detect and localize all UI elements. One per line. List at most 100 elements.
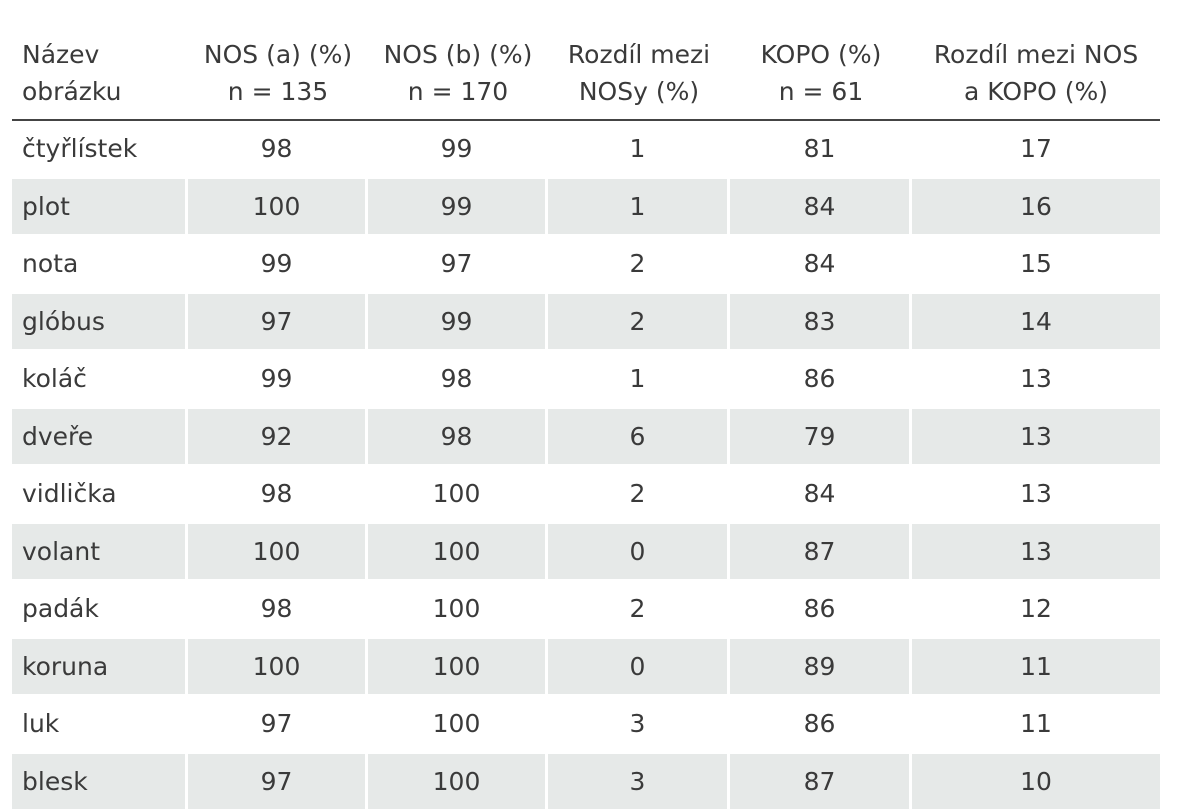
cell-name: padák [12, 581, 188, 637]
results-table: Název obrázku NOS (a) (%) n = 135 NOS (b… [12, 30, 1160, 811]
cell-nos-diff: 2 [548, 292, 730, 352]
header-line: obrázku [22, 73, 188, 110]
cell-nos-kopo-diff: 10 [912, 752, 1160, 811]
cell-nos-a: 99 [188, 351, 368, 407]
cell-nos-b: 99 [368, 177, 548, 237]
cell-nos-b: 98 [368, 351, 548, 407]
cell-nos-a: 92 [188, 407, 368, 467]
cell-name: koláč [12, 351, 188, 407]
cell-name: koruna [12, 637, 188, 697]
cell-nos-diff: 0 [548, 637, 730, 697]
header-cell-nos-diff: Rozdíl mezi NOSy (%) [548, 30, 730, 121]
header-cell-nos-a: NOS (a) (%) n = 135 [188, 30, 368, 121]
cell-kopo: 84 [730, 466, 912, 522]
cell-kopo: 86 [730, 696, 912, 752]
cell-kopo: 84 [730, 236, 912, 292]
cell-nos-b: 99 [368, 292, 548, 352]
cell-nos-a: 99 [188, 236, 368, 292]
cell-kopo: 81 [730, 121, 912, 177]
cell-nos-kopo-diff: 14 [912, 292, 1160, 352]
cell-name: vidlička [12, 466, 188, 522]
cell-nos-kopo-diff: 12 [912, 581, 1160, 637]
cell-nos-diff: 2 [548, 581, 730, 637]
cell-kopo: 87 [730, 522, 912, 582]
cell-nos-diff: 0 [548, 522, 730, 582]
cell-name: dveře [12, 407, 188, 467]
cell-nos-a: 100 [188, 522, 368, 582]
cell-name: čtyřlístek [12, 121, 188, 177]
cell-nos-kopo-diff: 13 [912, 407, 1160, 467]
header-line: n = 61 [730, 73, 912, 110]
cell-nos-b: 100 [368, 637, 548, 697]
cell-kopo: 83 [730, 292, 912, 352]
header-cell-kopo: KOPO (%) n = 61 [730, 30, 912, 121]
cell-name: luk [12, 696, 188, 752]
cell-nos-kopo-diff: 13 [912, 522, 1160, 582]
cell-kopo: 86 [730, 351, 912, 407]
cell-nos-kopo-diff: 11 [912, 696, 1160, 752]
cell-nos-diff: 1 [548, 351, 730, 407]
header-line: KOPO (%) [730, 36, 912, 73]
cell-nos-b: 97 [368, 236, 548, 292]
cell-name: volant [12, 522, 188, 582]
cell-nos-a: 97 [188, 696, 368, 752]
cell-nos-a: 97 [188, 292, 368, 352]
results-table-container: Název obrázku NOS (a) (%) n = 135 NOS (b… [12, 30, 1160, 811]
header-line: NOS (a) (%) [188, 36, 368, 73]
cell-kopo: 84 [730, 177, 912, 237]
cell-name: blesk [12, 752, 188, 811]
cell-nos-diff: 3 [548, 696, 730, 752]
cell-nos-b: 99 [368, 121, 548, 177]
cell-nos-kopo-diff: 13 [912, 351, 1160, 407]
cell-nos-b: 100 [368, 581, 548, 637]
cell-nos-diff: 1 [548, 121, 730, 177]
cell-kopo: 86 [730, 581, 912, 637]
cell-nos-a: 98 [188, 581, 368, 637]
cell-nos-b: 100 [368, 466, 548, 522]
cell-nos-a: 98 [188, 466, 368, 522]
header-line: NOSy (%) [548, 73, 730, 110]
cell-name: plot [12, 177, 188, 237]
cell-nos-kopo-diff: 11 [912, 637, 1160, 697]
table-header: Název obrázku NOS (a) (%) n = 135 NOS (b… [12, 30, 1160, 121]
cell-nos-kopo-diff: 16 [912, 177, 1160, 237]
header-row: Název obrázku NOS (a) (%) n = 135 NOS (b… [12, 30, 1160, 121]
cell-nos-diff: 6 [548, 407, 730, 467]
header-line: n = 170 [368, 73, 548, 110]
header-line: Název [22, 36, 188, 73]
cell-kopo: 89 [730, 637, 912, 697]
header-line: Rozdíl mezi [548, 36, 730, 73]
cell-nos-diff: 2 [548, 236, 730, 292]
cell-name: glóbus [12, 292, 188, 352]
cell-kopo: 87 [730, 752, 912, 811]
cell-nos-a: 97 [188, 752, 368, 811]
cell-nos-diff: 3 [548, 752, 730, 811]
cell-nos-b: 98 [368, 407, 548, 467]
cell-nos-kopo-diff: 13 [912, 466, 1160, 522]
cell-nos-a: 98 [188, 121, 368, 177]
header-line: Rozdíl mezi NOS [912, 36, 1160, 73]
header-cell-nos-kopo-diff: Rozdíl mezi NOS a KOPO (%) [912, 30, 1160, 121]
cell-nos-kopo-diff: 17 [912, 121, 1160, 177]
header-line: n = 135 [188, 73, 368, 110]
cell-nos-a: 100 [188, 177, 368, 237]
cell-nos-diff: 1 [548, 177, 730, 237]
header-cell-nos-b: NOS (b) (%) n = 170 [368, 30, 548, 121]
cell-nos-diff: 2 [548, 466, 730, 522]
header-line: a KOPO (%) [912, 73, 1160, 110]
header-cell-name: Název obrázku [12, 30, 188, 121]
cell-nos-b: 100 [368, 752, 548, 811]
